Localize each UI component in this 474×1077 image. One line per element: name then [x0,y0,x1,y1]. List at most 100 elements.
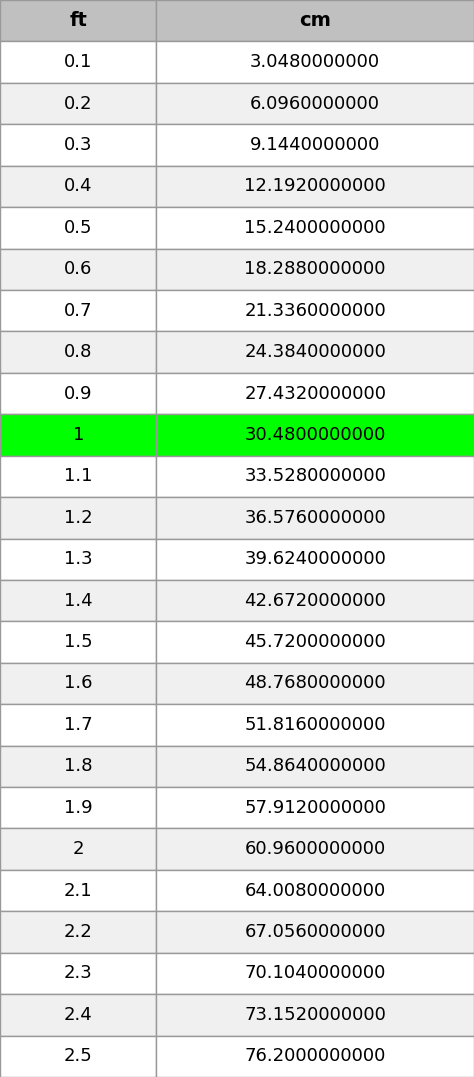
Text: 0.5: 0.5 [64,219,92,237]
Text: 1.5: 1.5 [64,633,92,652]
Bar [156,0,474,41]
Bar [156,1036,474,1077]
Text: 67.0560000000: 67.0560000000 [245,923,386,941]
Bar [156,787,474,828]
Bar [156,415,474,456]
Bar [0,621,156,662]
Text: 1.6: 1.6 [64,674,92,693]
Bar [0,704,156,745]
Text: 51.8160000000: 51.8160000000 [245,716,386,733]
Text: 1.1: 1.1 [64,467,92,486]
Bar [156,579,474,621]
Text: 0.1: 0.1 [64,53,92,71]
Bar [0,0,156,41]
Text: 70.1040000000: 70.1040000000 [245,964,386,982]
Bar [156,911,474,953]
Bar [156,662,474,704]
Text: 54.8640000000: 54.8640000000 [244,757,386,775]
Text: 60.9600000000: 60.9600000000 [245,840,386,858]
Bar [156,41,474,83]
Bar [0,290,156,332]
Text: ft: ft [69,11,87,30]
Text: 0.3: 0.3 [64,136,92,154]
Bar [0,662,156,704]
Bar [156,373,474,415]
Bar [156,994,474,1036]
Text: 9.1440000000: 9.1440000000 [250,136,381,154]
Bar [0,745,156,787]
Text: 1.3: 1.3 [64,550,92,569]
Text: 0.6: 0.6 [64,261,92,278]
Bar [0,166,156,207]
Text: 42.6720000000: 42.6720000000 [244,591,386,610]
Bar [0,373,156,415]
Bar [0,1036,156,1077]
Text: 24.3840000000: 24.3840000000 [244,344,386,361]
Bar [156,498,474,538]
Bar [156,124,474,166]
Bar [0,456,156,498]
Bar [0,787,156,828]
Text: 3.0480000000: 3.0480000000 [250,53,380,71]
Text: 1.2: 1.2 [64,508,92,527]
Text: 76.2000000000: 76.2000000000 [245,1047,386,1065]
Text: 64.0080000000: 64.0080000000 [245,882,386,899]
Bar [156,83,474,124]
Text: 45.7200000000: 45.7200000000 [244,633,386,652]
Bar [0,994,156,1036]
Text: 30.4800000000: 30.4800000000 [245,425,386,444]
Text: 1.8: 1.8 [64,757,92,775]
Text: 1.7: 1.7 [64,716,92,733]
Text: 2.4: 2.4 [64,1006,92,1024]
Bar [156,166,474,207]
Text: 21.3360000000: 21.3360000000 [244,302,386,320]
Text: 2: 2 [73,840,84,858]
Text: 18.2880000000: 18.2880000000 [245,261,386,278]
Bar [156,828,474,870]
Bar [156,704,474,745]
Text: 48.7680000000: 48.7680000000 [245,674,386,693]
Text: 2.3: 2.3 [64,964,92,982]
Text: 2.2: 2.2 [64,923,92,941]
Text: 6.0960000000: 6.0960000000 [250,95,380,113]
Text: 12.1920000000: 12.1920000000 [244,178,386,195]
Bar [156,456,474,498]
Text: 57.9120000000: 57.9120000000 [244,799,386,816]
Text: cm: cm [299,11,331,30]
Bar [156,621,474,662]
Text: 73.1520000000: 73.1520000000 [244,1006,386,1024]
Bar [156,207,474,249]
Bar [156,249,474,290]
Bar [0,207,156,249]
Text: 2.5: 2.5 [64,1047,92,1065]
Text: 0.2: 0.2 [64,95,92,113]
Text: 27.4320000000: 27.4320000000 [244,384,386,403]
Bar [156,290,474,332]
Text: 0.9: 0.9 [64,384,92,403]
Bar [156,870,474,911]
Text: 1: 1 [73,425,84,444]
Bar [0,953,156,994]
Text: 36.5760000000: 36.5760000000 [244,508,386,527]
Bar [0,911,156,953]
Bar [0,124,156,166]
Bar [156,745,474,787]
Bar [0,579,156,621]
Bar [0,249,156,290]
Bar [156,332,474,373]
Text: 1.4: 1.4 [64,591,92,610]
Bar [0,870,156,911]
Bar [156,953,474,994]
Bar [0,41,156,83]
Text: 1.9: 1.9 [64,799,92,816]
Bar [0,828,156,870]
Text: 33.5280000000: 33.5280000000 [244,467,386,486]
Bar [0,538,156,579]
Bar [0,498,156,538]
Bar [0,415,156,456]
Bar [0,332,156,373]
Text: 15.2400000000: 15.2400000000 [245,219,386,237]
Bar [0,83,156,124]
Bar [156,538,474,579]
Text: 2.1: 2.1 [64,882,92,899]
